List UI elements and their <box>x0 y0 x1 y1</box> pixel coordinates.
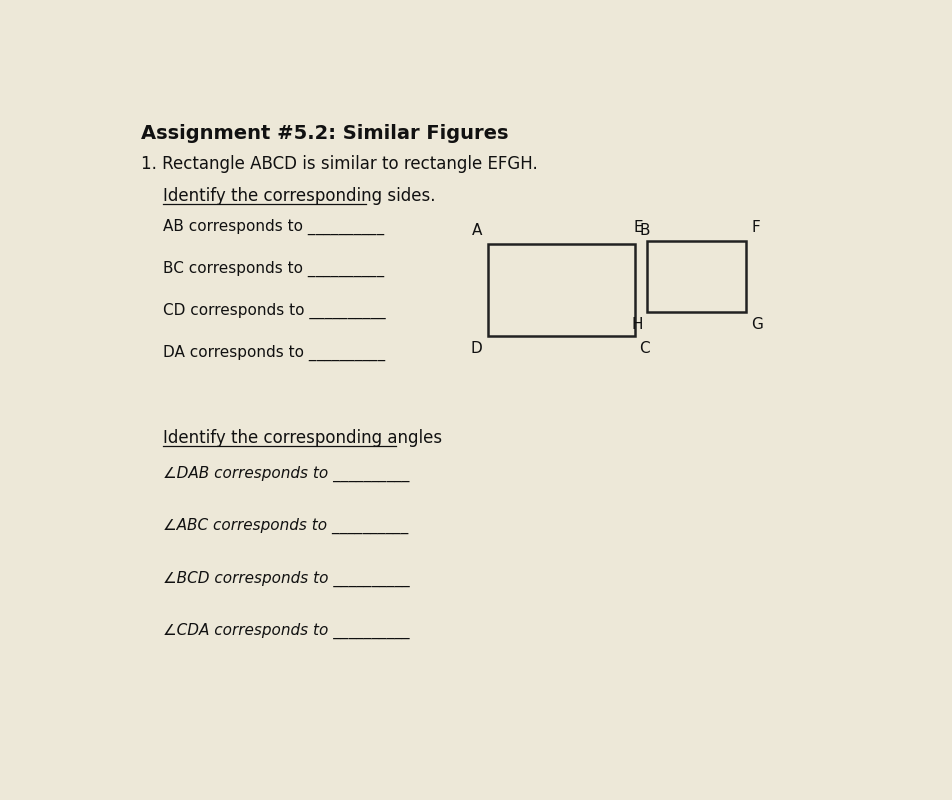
Text: B: B <box>639 222 649 238</box>
Bar <box>646 241 746 311</box>
Text: G: G <box>751 317 764 331</box>
Text: 1. Rectangle ABCD is similar to rectangle EFGH.: 1. Rectangle ABCD is similar to rectangl… <box>141 154 538 173</box>
Text: ∠DAB corresponds to __________: ∠DAB corresponds to __________ <box>164 466 409 482</box>
Text: D: D <box>471 341 483 356</box>
Text: C: C <box>639 341 650 356</box>
Text: ∠BCD corresponds to __________: ∠BCD corresponds to __________ <box>164 570 410 586</box>
Text: CD corresponds to __________: CD corresponds to __________ <box>164 303 386 319</box>
Text: H: H <box>631 317 643 331</box>
Text: DA corresponds to __________: DA corresponds to __________ <box>164 345 386 361</box>
Bar <box>488 244 636 336</box>
Text: BC corresponds to __________: BC corresponds to __________ <box>164 261 385 278</box>
Text: F: F <box>751 219 760 234</box>
Text: ∠ABC corresponds to __________: ∠ABC corresponds to __________ <box>164 518 408 534</box>
Text: AB corresponds to __________: AB corresponds to __________ <box>164 219 385 235</box>
Text: Identify the corresponding sides.: Identify the corresponding sides. <box>164 187 436 205</box>
Text: ∠CDA corresponds to __________: ∠CDA corresponds to __________ <box>164 622 409 639</box>
Text: Identify the corresponding angles: Identify the corresponding angles <box>164 429 443 446</box>
Text: A: A <box>472 222 483 238</box>
Text: E: E <box>633 219 643 234</box>
Text: Assignment #5.2: Similar Figures: Assignment #5.2: Similar Figures <box>141 124 508 142</box>
